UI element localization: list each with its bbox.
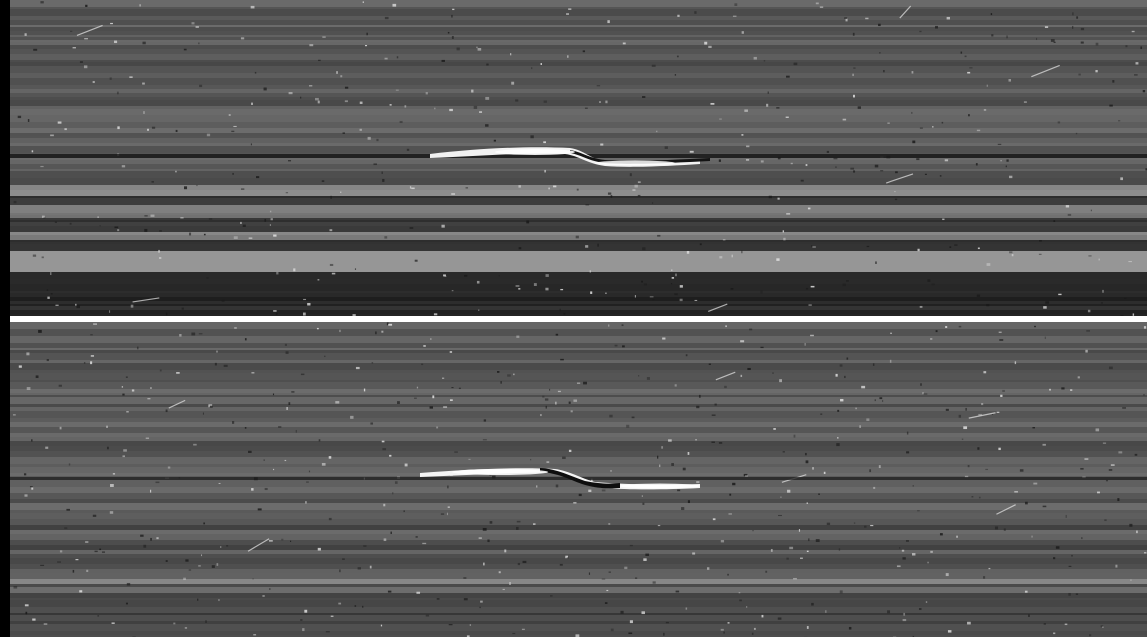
top-ring-image [10, 0, 1147, 316]
top-noise-specks [13, 1, 1147, 316]
bottom-noise-specks [12, 322, 1147, 637]
panel-separator [10, 316, 1147, 322]
bottom-ring-panel [10, 322, 1147, 637]
bottom-ring-image [10, 322, 1147, 637]
left-border [0, 0, 10, 637]
top-ring-bands [10, 0, 1147, 316]
top-ring-panel [10, 0, 1147, 316]
top-propeller-feature [430, 147, 710, 167]
bottom-propeller-feature [420, 468, 700, 490]
